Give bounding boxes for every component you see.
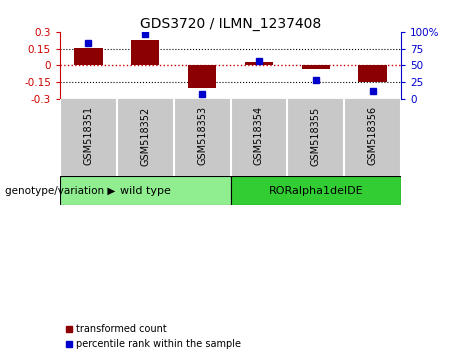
Bar xyxy=(60,176,230,205)
Bar xyxy=(188,65,216,88)
Text: GSM518356: GSM518356 xyxy=(367,106,378,165)
Text: GSM518353: GSM518353 xyxy=(197,106,207,165)
Text: genotype/variation ▶: genotype/variation ▶ xyxy=(5,186,115,196)
Text: RORalpha1delDE: RORalpha1delDE xyxy=(268,186,363,196)
Bar xyxy=(245,62,273,65)
Bar xyxy=(131,40,160,65)
Bar xyxy=(301,65,330,69)
Text: GSM518355: GSM518355 xyxy=(311,106,321,166)
Text: wild type: wild type xyxy=(120,186,171,196)
Text: GSM518352: GSM518352 xyxy=(140,106,150,166)
Bar xyxy=(358,65,387,82)
Bar xyxy=(74,48,102,65)
Bar xyxy=(230,176,401,205)
Text: GSM518354: GSM518354 xyxy=(254,106,264,165)
Text: GSM518351: GSM518351 xyxy=(83,106,94,165)
Title: GDS3720 / ILMN_1237408: GDS3720 / ILMN_1237408 xyxy=(140,17,321,31)
Legend: transformed count, percentile rank within the sample: transformed count, percentile rank withi… xyxy=(65,324,242,349)
